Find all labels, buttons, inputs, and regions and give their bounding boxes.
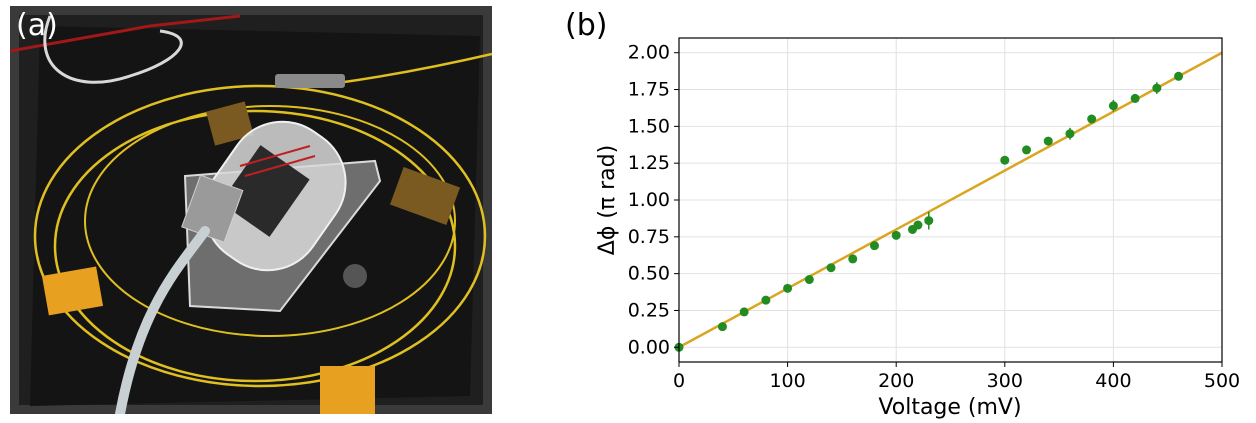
x-tick-label: 500 bbox=[1204, 370, 1240, 392]
x-tick-label: 0 bbox=[673, 370, 685, 392]
small-knob bbox=[343, 264, 367, 288]
optical-fiber-loop-2 bbox=[53, 109, 457, 383]
data-point bbox=[826, 263, 836, 273]
data-point bbox=[891, 230, 901, 240]
y-axis-ticks: 0.00 0.25 0.50 0.75 1.00 1.25 1.50 1.75 2.00 bbox=[628, 42, 679, 358]
panel-label-a: (a) bbox=[16, 8, 58, 43]
piezo-block bbox=[220, 145, 310, 237]
grid bbox=[678, 38, 1223, 362]
x-tick-label: 400 bbox=[1095, 370, 1131, 392]
y-tick-label: 2.00 bbox=[628, 42, 670, 64]
x-tick-label: 200 bbox=[878, 370, 914, 392]
connector-cable bbox=[115, 226, 210, 414]
data-point bbox=[924, 216, 934, 226]
fiber-connector bbox=[275, 74, 345, 88]
data-point bbox=[804, 275, 814, 285]
data-point bbox=[1087, 114, 1097, 124]
data-point bbox=[913, 220, 923, 230]
y-tick-label: 0.50 bbox=[628, 263, 670, 285]
data-point bbox=[1108, 101, 1118, 111]
x-tick-label: 100 bbox=[769, 370, 805, 392]
x-axis-label: Voltage (mV) bbox=[878, 395, 1021, 420]
data-point bbox=[1043, 136, 1053, 146]
y-tick-label: 1.25 bbox=[628, 152, 670, 174]
kapton-tape-3 bbox=[389, 166, 461, 226]
optical-fiber-lead bbox=[329, 52, 492, 86]
y-tick-label: 0.25 bbox=[628, 299, 670, 321]
panel-label-b: (b) bbox=[565, 8, 608, 43]
y-tick-label: 1.00 bbox=[628, 189, 670, 211]
data-point bbox=[1152, 83, 1162, 93]
photo-fiber-stretcher bbox=[10, 6, 492, 414]
y-tick-label: 0.75 bbox=[628, 226, 670, 248]
data-point bbox=[848, 254, 858, 264]
data-point bbox=[1174, 71, 1184, 81]
device-red-wires bbox=[239, 145, 316, 177]
x-tick-label: 300 bbox=[987, 370, 1023, 392]
data-point bbox=[783, 283, 793, 293]
optical-fiber-loop-3 bbox=[84, 105, 456, 337]
data-series bbox=[674, 71, 1184, 352]
data-point bbox=[739, 307, 749, 317]
y-tick-label: 1.75 bbox=[628, 79, 670, 101]
data-point bbox=[1022, 145, 1032, 155]
x-axis-ticks: 0 100 200 300 400 500 bbox=[673, 362, 1240, 392]
y-axis-label: Δϕ (π rad) bbox=[595, 145, 620, 255]
kapton-tape-1 bbox=[41, 266, 104, 316]
data-point bbox=[869, 241, 879, 251]
optical-fiber-loop-1 bbox=[33, 84, 487, 388]
data-point bbox=[1065, 129, 1075, 139]
data-point bbox=[761, 295, 771, 305]
y-tick-label: 1.50 bbox=[628, 115, 670, 137]
data-point bbox=[1130, 93, 1140, 103]
white-fiber bbox=[43, 15, 183, 84]
kapton-tape-2 bbox=[320, 366, 375, 414]
y-tick-label: 0.00 bbox=[628, 336, 670, 358]
red-cable bbox=[10, 14, 241, 53]
data-point bbox=[1000, 155, 1010, 165]
data-point bbox=[717, 322, 727, 332]
phase-vs-voltage-chart: 0 100 200 300 400 500 0.00 0.25 0.50 0.75 1.00 1.2… bbox=[595, 37, 1240, 420]
kapton-tape-4 bbox=[206, 101, 254, 146]
